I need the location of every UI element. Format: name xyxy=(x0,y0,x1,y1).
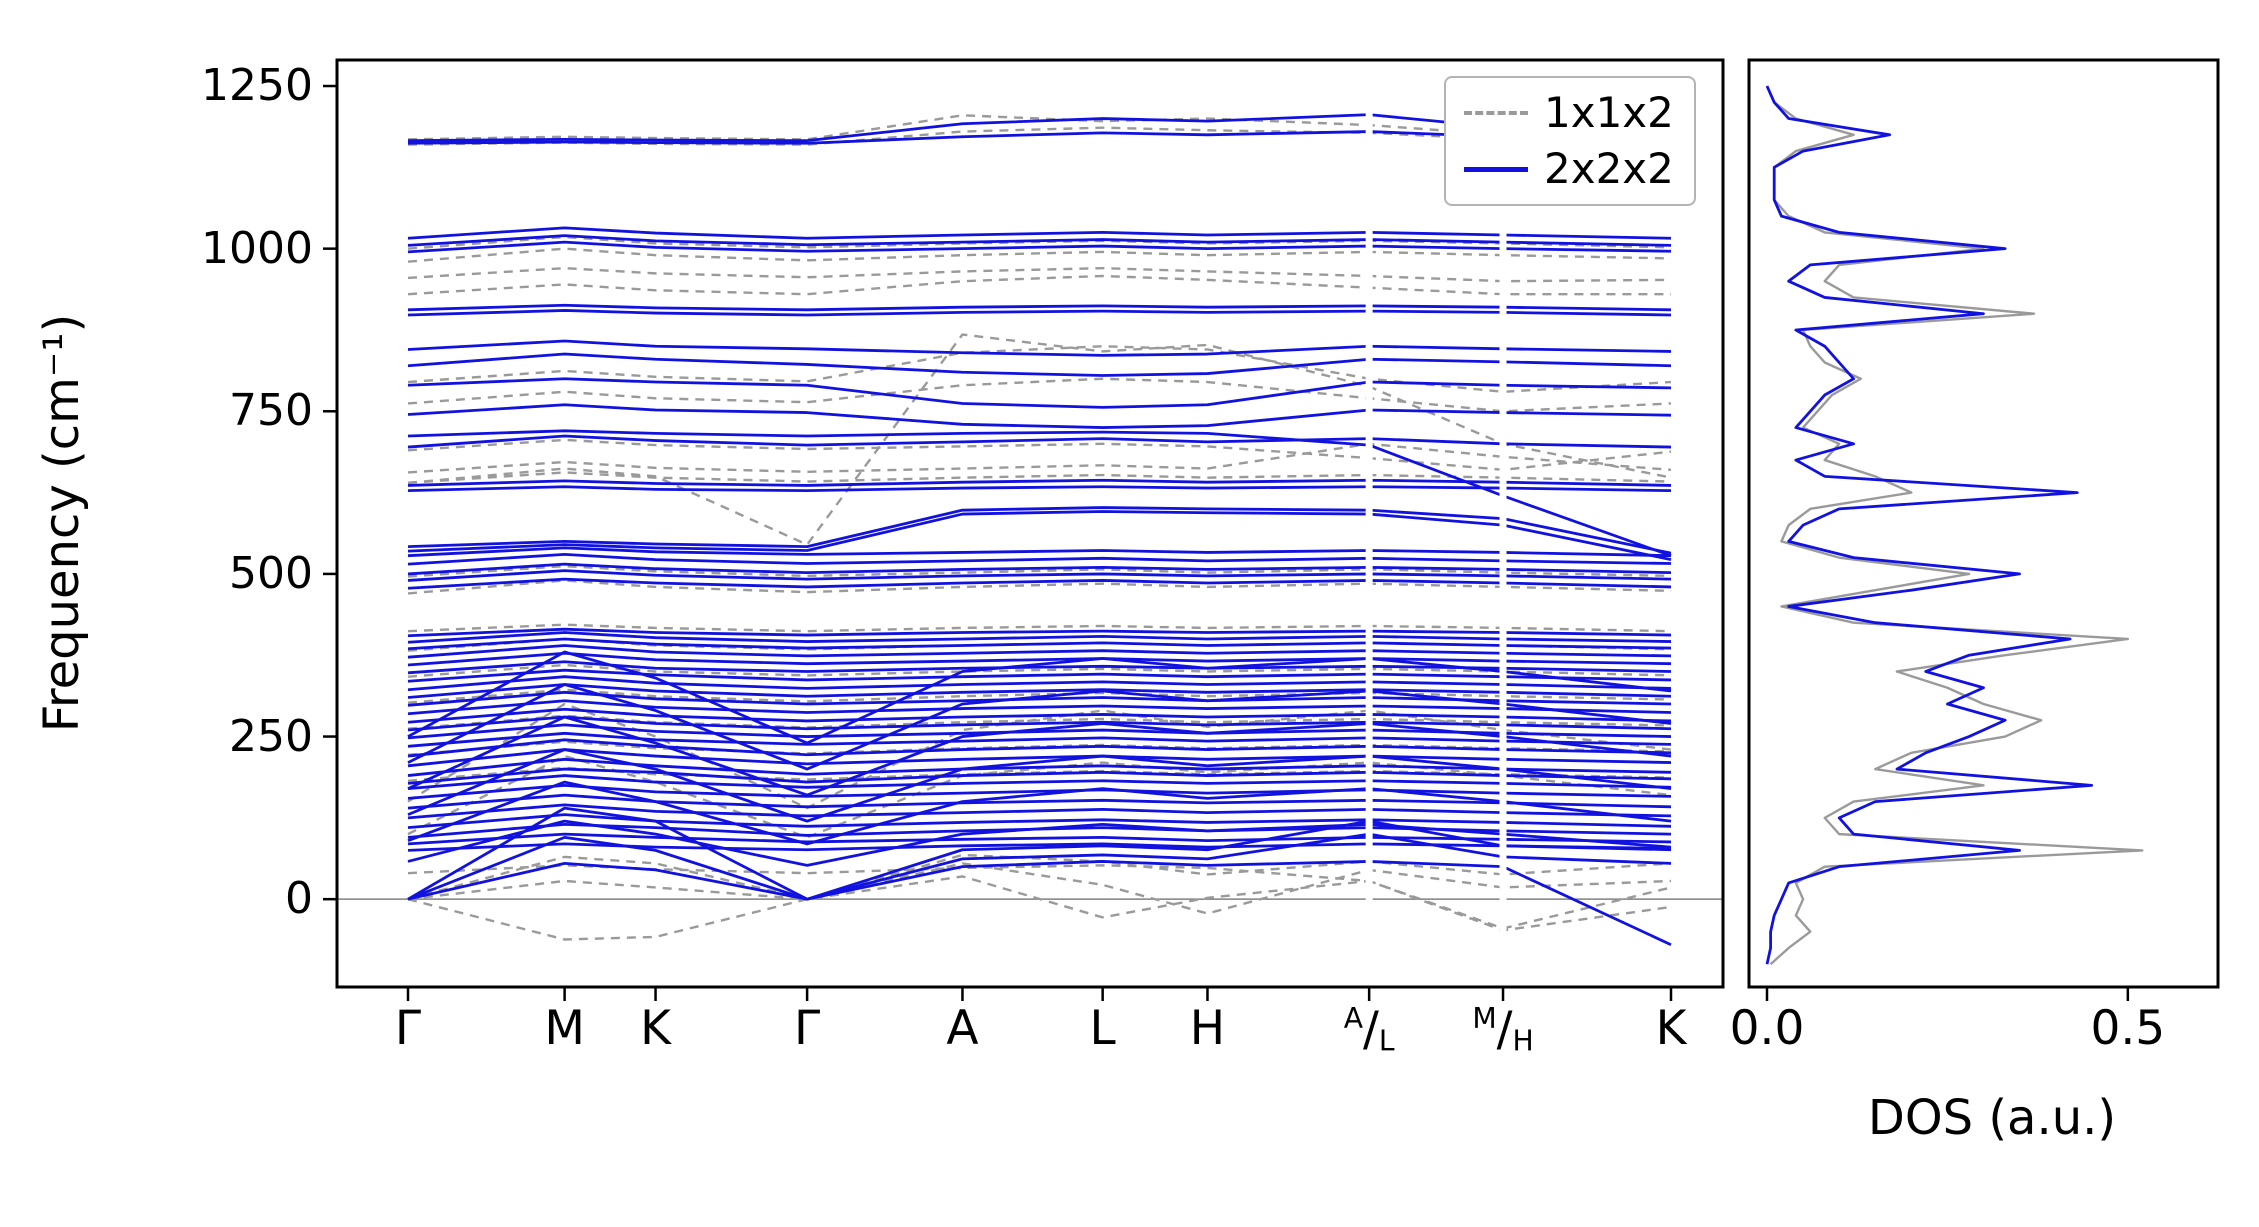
y-tick-label: 1250 xyxy=(201,60,313,112)
legend-solid-line-swatch xyxy=(1464,166,1528,172)
legend-item-2x2x2: 2x2x2 xyxy=(1464,144,1674,194)
x-tick-label: A/L xyxy=(1343,1001,1395,1058)
legend-item-1x1x2: 1x1x2 xyxy=(1464,88,1674,137)
x-tick-label: Γ xyxy=(394,1001,422,1056)
dos-curves xyxy=(1765,85,2144,966)
path-break-gaps xyxy=(1365,62,1507,985)
y-tick-label: 750 xyxy=(229,385,313,437)
x-tick-label: Γ xyxy=(794,1001,821,1056)
dos-x-tick-label: 0.0 xyxy=(1729,1001,1805,1056)
legend-label-2x2x2: 2x2x2 xyxy=(1544,144,1674,194)
legend-dashed-line-swatch xyxy=(1464,111,1528,116)
axis-tick-marks xyxy=(323,84,2130,1001)
gray-band-lines xyxy=(407,114,1672,941)
dos-x-axis-label: DOS (a.u.) xyxy=(1867,1090,2117,1146)
y-tick-label: 250 xyxy=(229,710,313,762)
legend-label-1x1x2: 1x1x2 xyxy=(1544,88,1674,137)
y-tick-label: 0 xyxy=(285,873,313,925)
x-tick-label: L xyxy=(1089,1001,1116,1056)
axis-frames xyxy=(335,58,2220,989)
x-tick-label: K xyxy=(1655,1001,1687,1056)
x-tick-label: M/H xyxy=(1472,1001,1534,1058)
y-tick-label: 500 xyxy=(229,547,313,599)
y-axis-label: Frequency (cm⁻¹) xyxy=(34,313,90,733)
x-tick-label: A xyxy=(946,1001,979,1056)
y-tick-label: 1000 xyxy=(201,222,313,274)
dos-x-tick-label: 0.5 xyxy=(2090,1001,2166,1056)
x-tick-label: H xyxy=(1189,1001,1226,1056)
x-tick-label: M xyxy=(544,1001,585,1056)
x-tick-label: K xyxy=(640,1001,671,1056)
blue-band-lines xyxy=(407,113,1672,946)
legend: 1x1x2 2x2x2 xyxy=(1444,76,1696,207)
